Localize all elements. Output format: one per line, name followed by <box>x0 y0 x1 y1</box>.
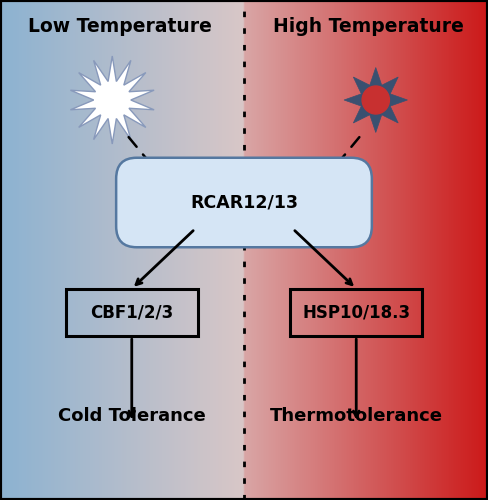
Circle shape <box>362 86 389 114</box>
Text: Cold Tolerance: Cold Tolerance <box>58 407 205 425</box>
Text: Low Temperature: Low Temperature <box>28 18 211 36</box>
Text: CBF1/2/3: CBF1/2/3 <box>90 304 173 322</box>
Text: RCAR12/13: RCAR12/13 <box>190 194 298 212</box>
Polygon shape <box>344 68 407 132</box>
Text: Thermotolerance: Thermotolerance <box>270 407 443 425</box>
Text: HSP10/18.3: HSP10/18.3 <box>302 304 410 322</box>
Polygon shape <box>70 56 154 144</box>
FancyBboxPatch shape <box>116 158 372 248</box>
Text: High Temperature: High Temperature <box>273 18 464 36</box>
